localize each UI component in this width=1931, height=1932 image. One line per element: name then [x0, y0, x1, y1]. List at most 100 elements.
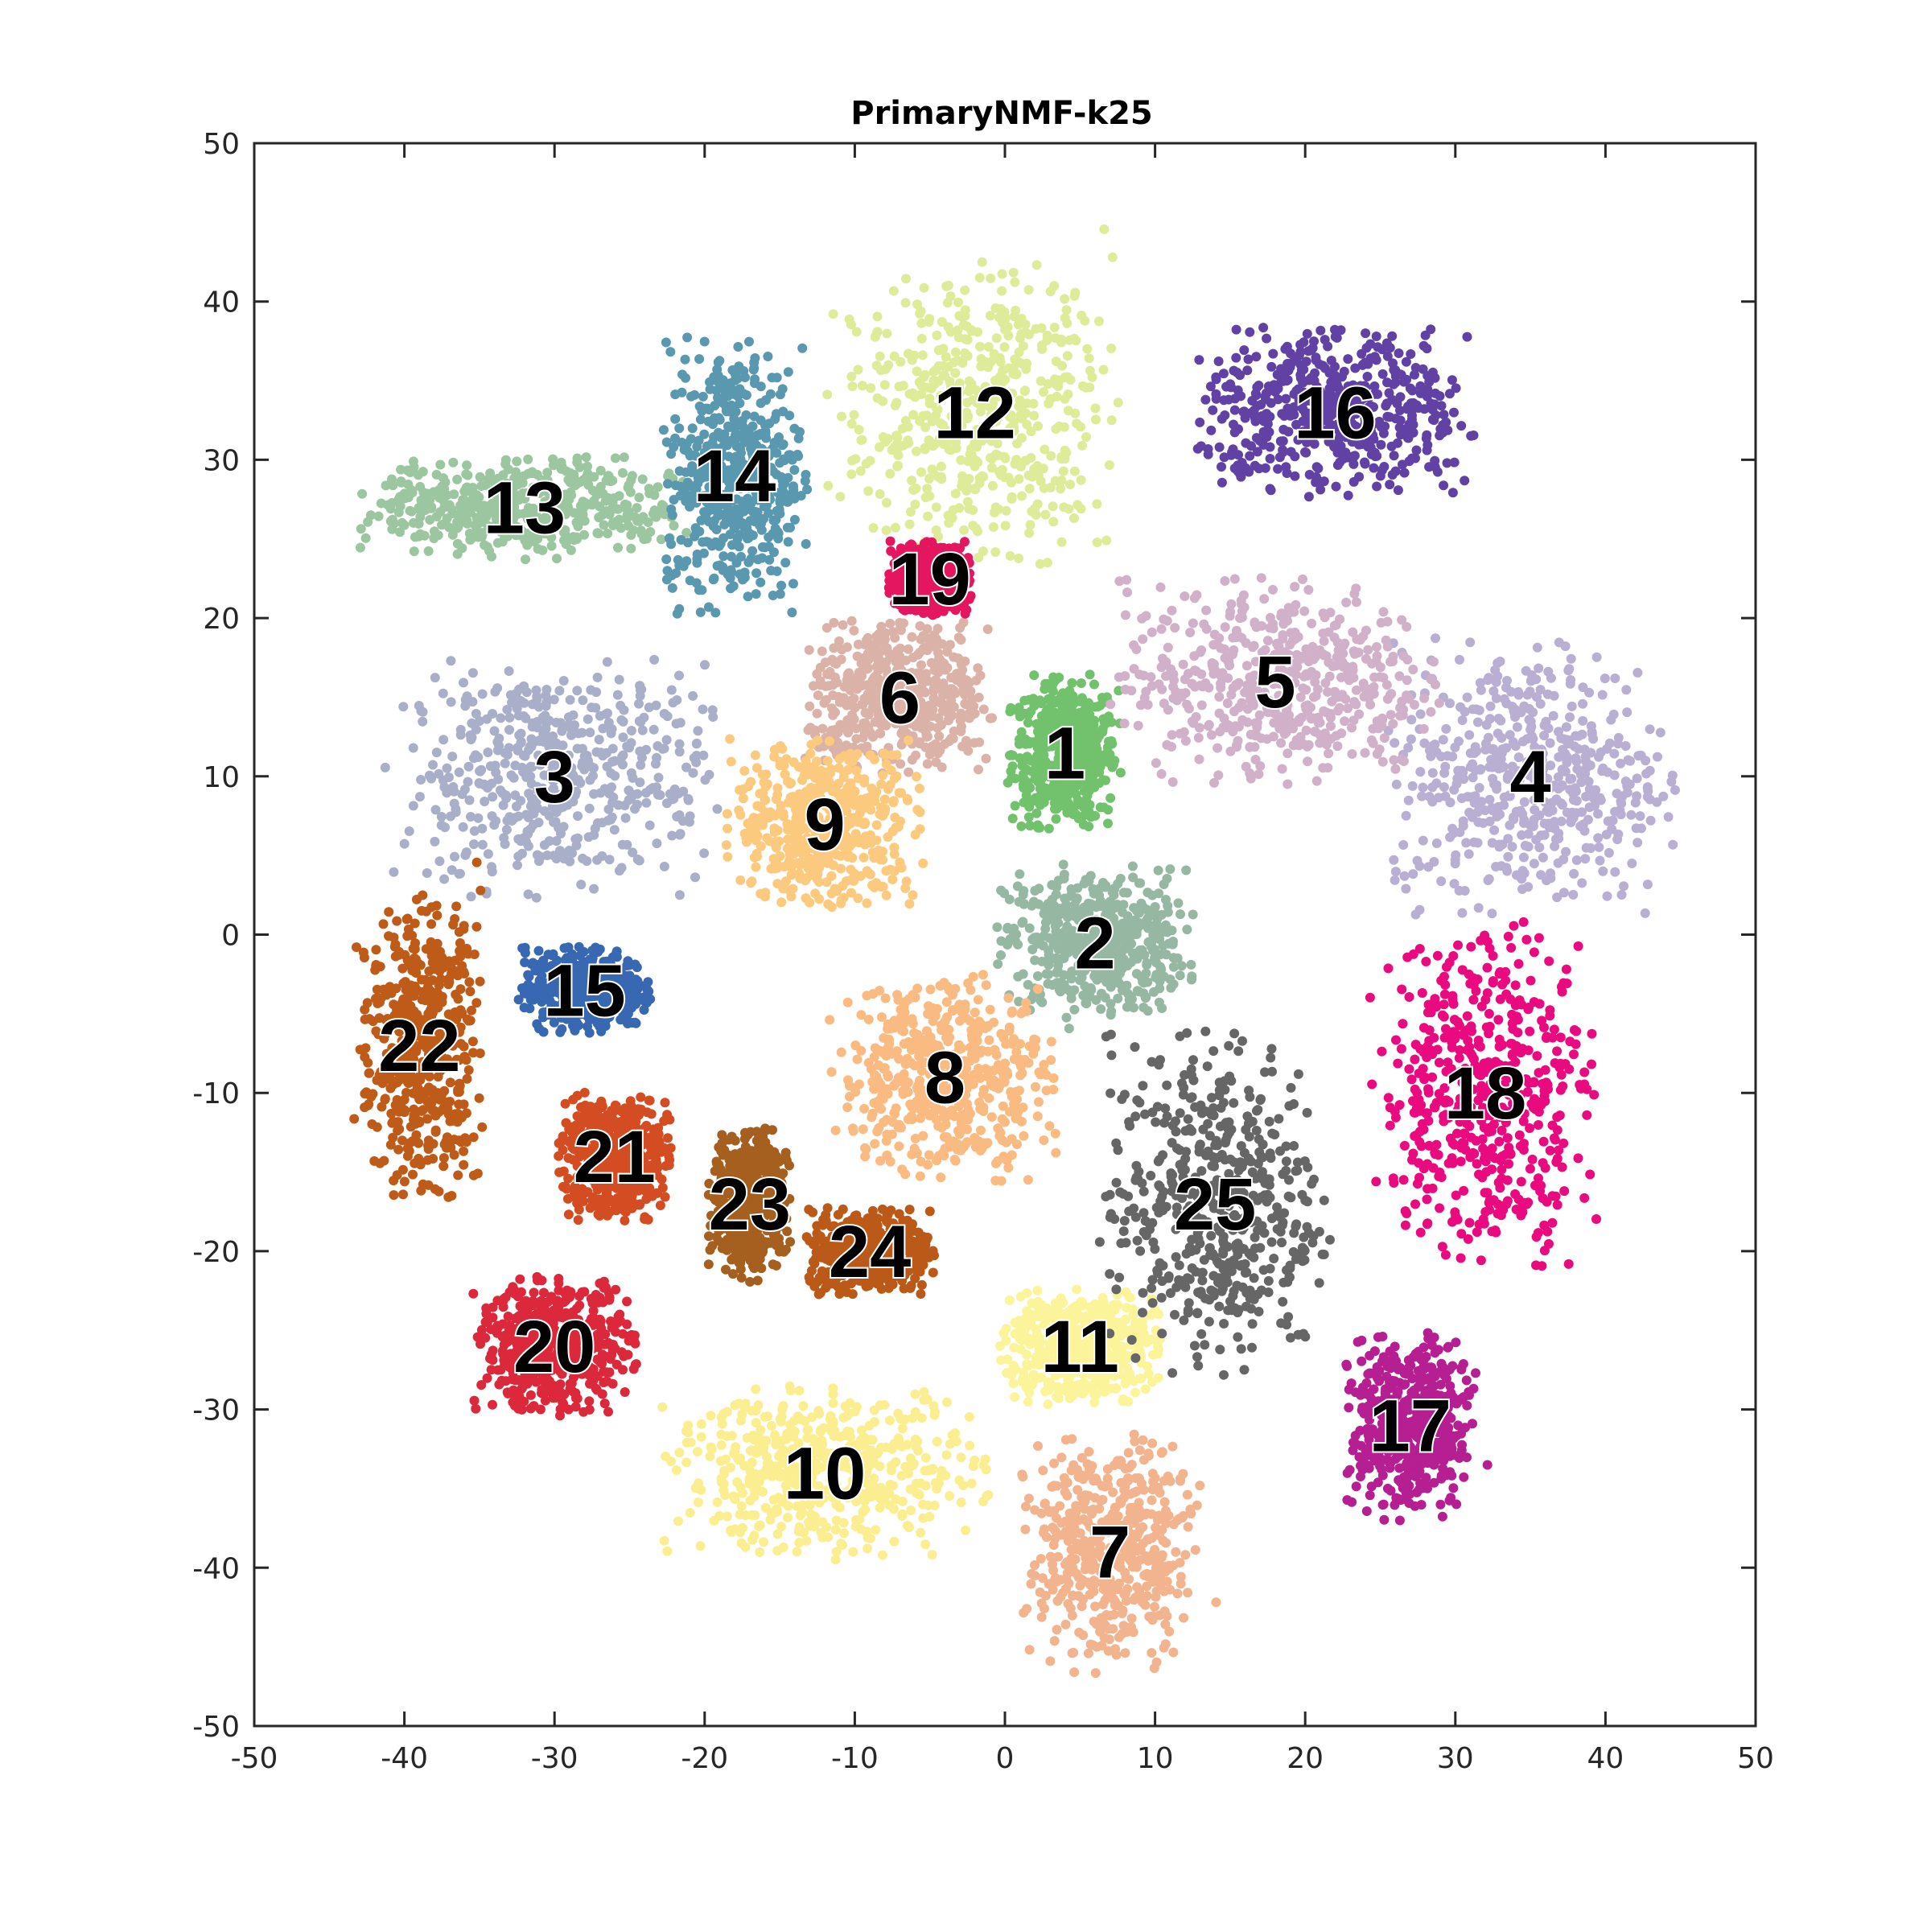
scatter-point [893, 822, 904, 832]
scatter-point [583, 714, 593, 724]
scatter-point [637, 725, 648, 735]
scatter-point [878, 770, 888, 781]
scatter-point [1049, 1576, 1060, 1586]
scatter-point [1115, 768, 1126, 778]
scatter-point [1138, 1435, 1148, 1445]
scatter-point [793, 817, 803, 827]
scatter-point [961, 735, 971, 746]
scatter-point [1445, 797, 1455, 808]
scatter-point [1577, 729, 1587, 739]
scatter-point [1151, 1657, 1162, 1667]
scatter-point [1569, 795, 1579, 805]
scatter-point [635, 746, 645, 756]
scatter-point [1007, 814, 1018, 824]
scatter-point [859, 1103, 870, 1114]
scatter-point [1077, 746, 1088, 756]
scatter-point [1178, 1510, 1188, 1521]
scatter-point [1134, 1445, 1145, 1456]
scatter-point [852, 684, 863, 694]
scatter-point [1640, 908, 1650, 918]
scatter-point [620, 813, 631, 823]
scatter-point [904, 899, 915, 909]
scatter-point [842, 1102, 853, 1113]
scatter-point [1004, 894, 1015, 904]
scatter-point [973, 995, 983, 1005]
scatter-point [867, 1108, 878, 1118]
scatter-point [712, 1497, 723, 1507]
scatter-point [1390, 764, 1401, 774]
scatter-point [1050, 1128, 1060, 1139]
scatter-point [992, 922, 1003, 933]
scatter-point [1204, 719, 1214, 730]
scatter-point [1211, 1597, 1221, 1608]
scatter-point [598, 723, 608, 734]
scatter-point [1556, 781, 1567, 792]
scatter-point [1120, 671, 1130, 682]
scatter-point [1303, 756, 1313, 767]
scatter-point [1060, 1584, 1071, 1594]
scatter-point [882, 1114, 892, 1125]
scatter-point [869, 754, 879, 764]
scatter-point [956, 1497, 966, 1507]
scatter-point [532, 717, 542, 727]
scatter-point [1162, 739, 1172, 750]
scatter-point [474, 778, 484, 789]
scatter-point [900, 1169, 911, 1180]
scatter-point [867, 847, 878, 858]
scatter-point [890, 1109, 900, 1119]
scatter-point [1047, 680, 1057, 690]
scatter-point [850, 1040, 861, 1051]
scatter-point [739, 784, 748, 794]
scatter-point [1019, 1131, 1029, 1141]
scatter-point [1525, 724, 1536, 735]
scatter-point [1565, 712, 1575, 723]
scatter-point [1019, 1054, 1030, 1065]
scatter-point [1088, 1640, 1098, 1650]
scatter-point [1619, 881, 1629, 892]
scatter-point [1195, 1481, 1205, 1491]
scatter-point [459, 785, 470, 794]
scatter-point [878, 855, 887, 865]
scatter-point [1176, 961, 1187, 971]
scatter-point [516, 728, 526, 739]
scatter-point [1241, 761, 1251, 772]
scatter-point [1150, 1601, 1159, 1612]
scatter-point [1035, 695, 1045, 706]
scatter-point [1487, 908, 1497, 919]
scatter-point [672, 695, 682, 705]
scatter-point [450, 851, 459, 862]
scatter-point [1085, 982, 1096, 993]
scatter-point [1155, 1610, 1165, 1621]
scatter-point [907, 632, 917, 642]
scatter-point [467, 718, 477, 728]
scatter-point [1201, 624, 1212, 634]
scatter-point [1571, 753, 1581, 764]
scatter-point [1132, 1530, 1143, 1540]
scatter-point [1175, 1558, 1185, 1567]
scatter-point [1571, 786, 1581, 797]
scatter-point [945, 640, 955, 650]
scatter-point [1455, 654, 1464, 665]
scatter-point [889, 1023, 900, 1033]
scatter-point [1040, 723, 1051, 734]
scatter-point [1052, 1625, 1062, 1635]
scatter-point [945, 1491, 955, 1501]
scatter-point [1097, 1481, 1107, 1491]
scatter-point [1135, 700, 1146, 711]
scatter-point [1040, 1498, 1050, 1509]
scatter-point [1395, 711, 1406, 721]
scatter-point [578, 853, 588, 863]
scatter-point [1090, 1668, 1101, 1679]
scatter-point [404, 826, 414, 836]
scatter-point [1283, 779, 1293, 789]
scatter-point [807, 769, 817, 780]
scatter-point [1550, 841, 1560, 851]
scatter-point [490, 686, 500, 697]
scatter-point [1491, 677, 1501, 687]
scatter-point [690, 872, 700, 883]
scatter-point [938, 1147, 948, 1158]
scatter-point [508, 772, 519, 783]
scatter-point [1276, 738, 1287, 748]
scatter-point [1053, 944, 1064, 954]
scatter-point [1184, 669, 1193, 679]
